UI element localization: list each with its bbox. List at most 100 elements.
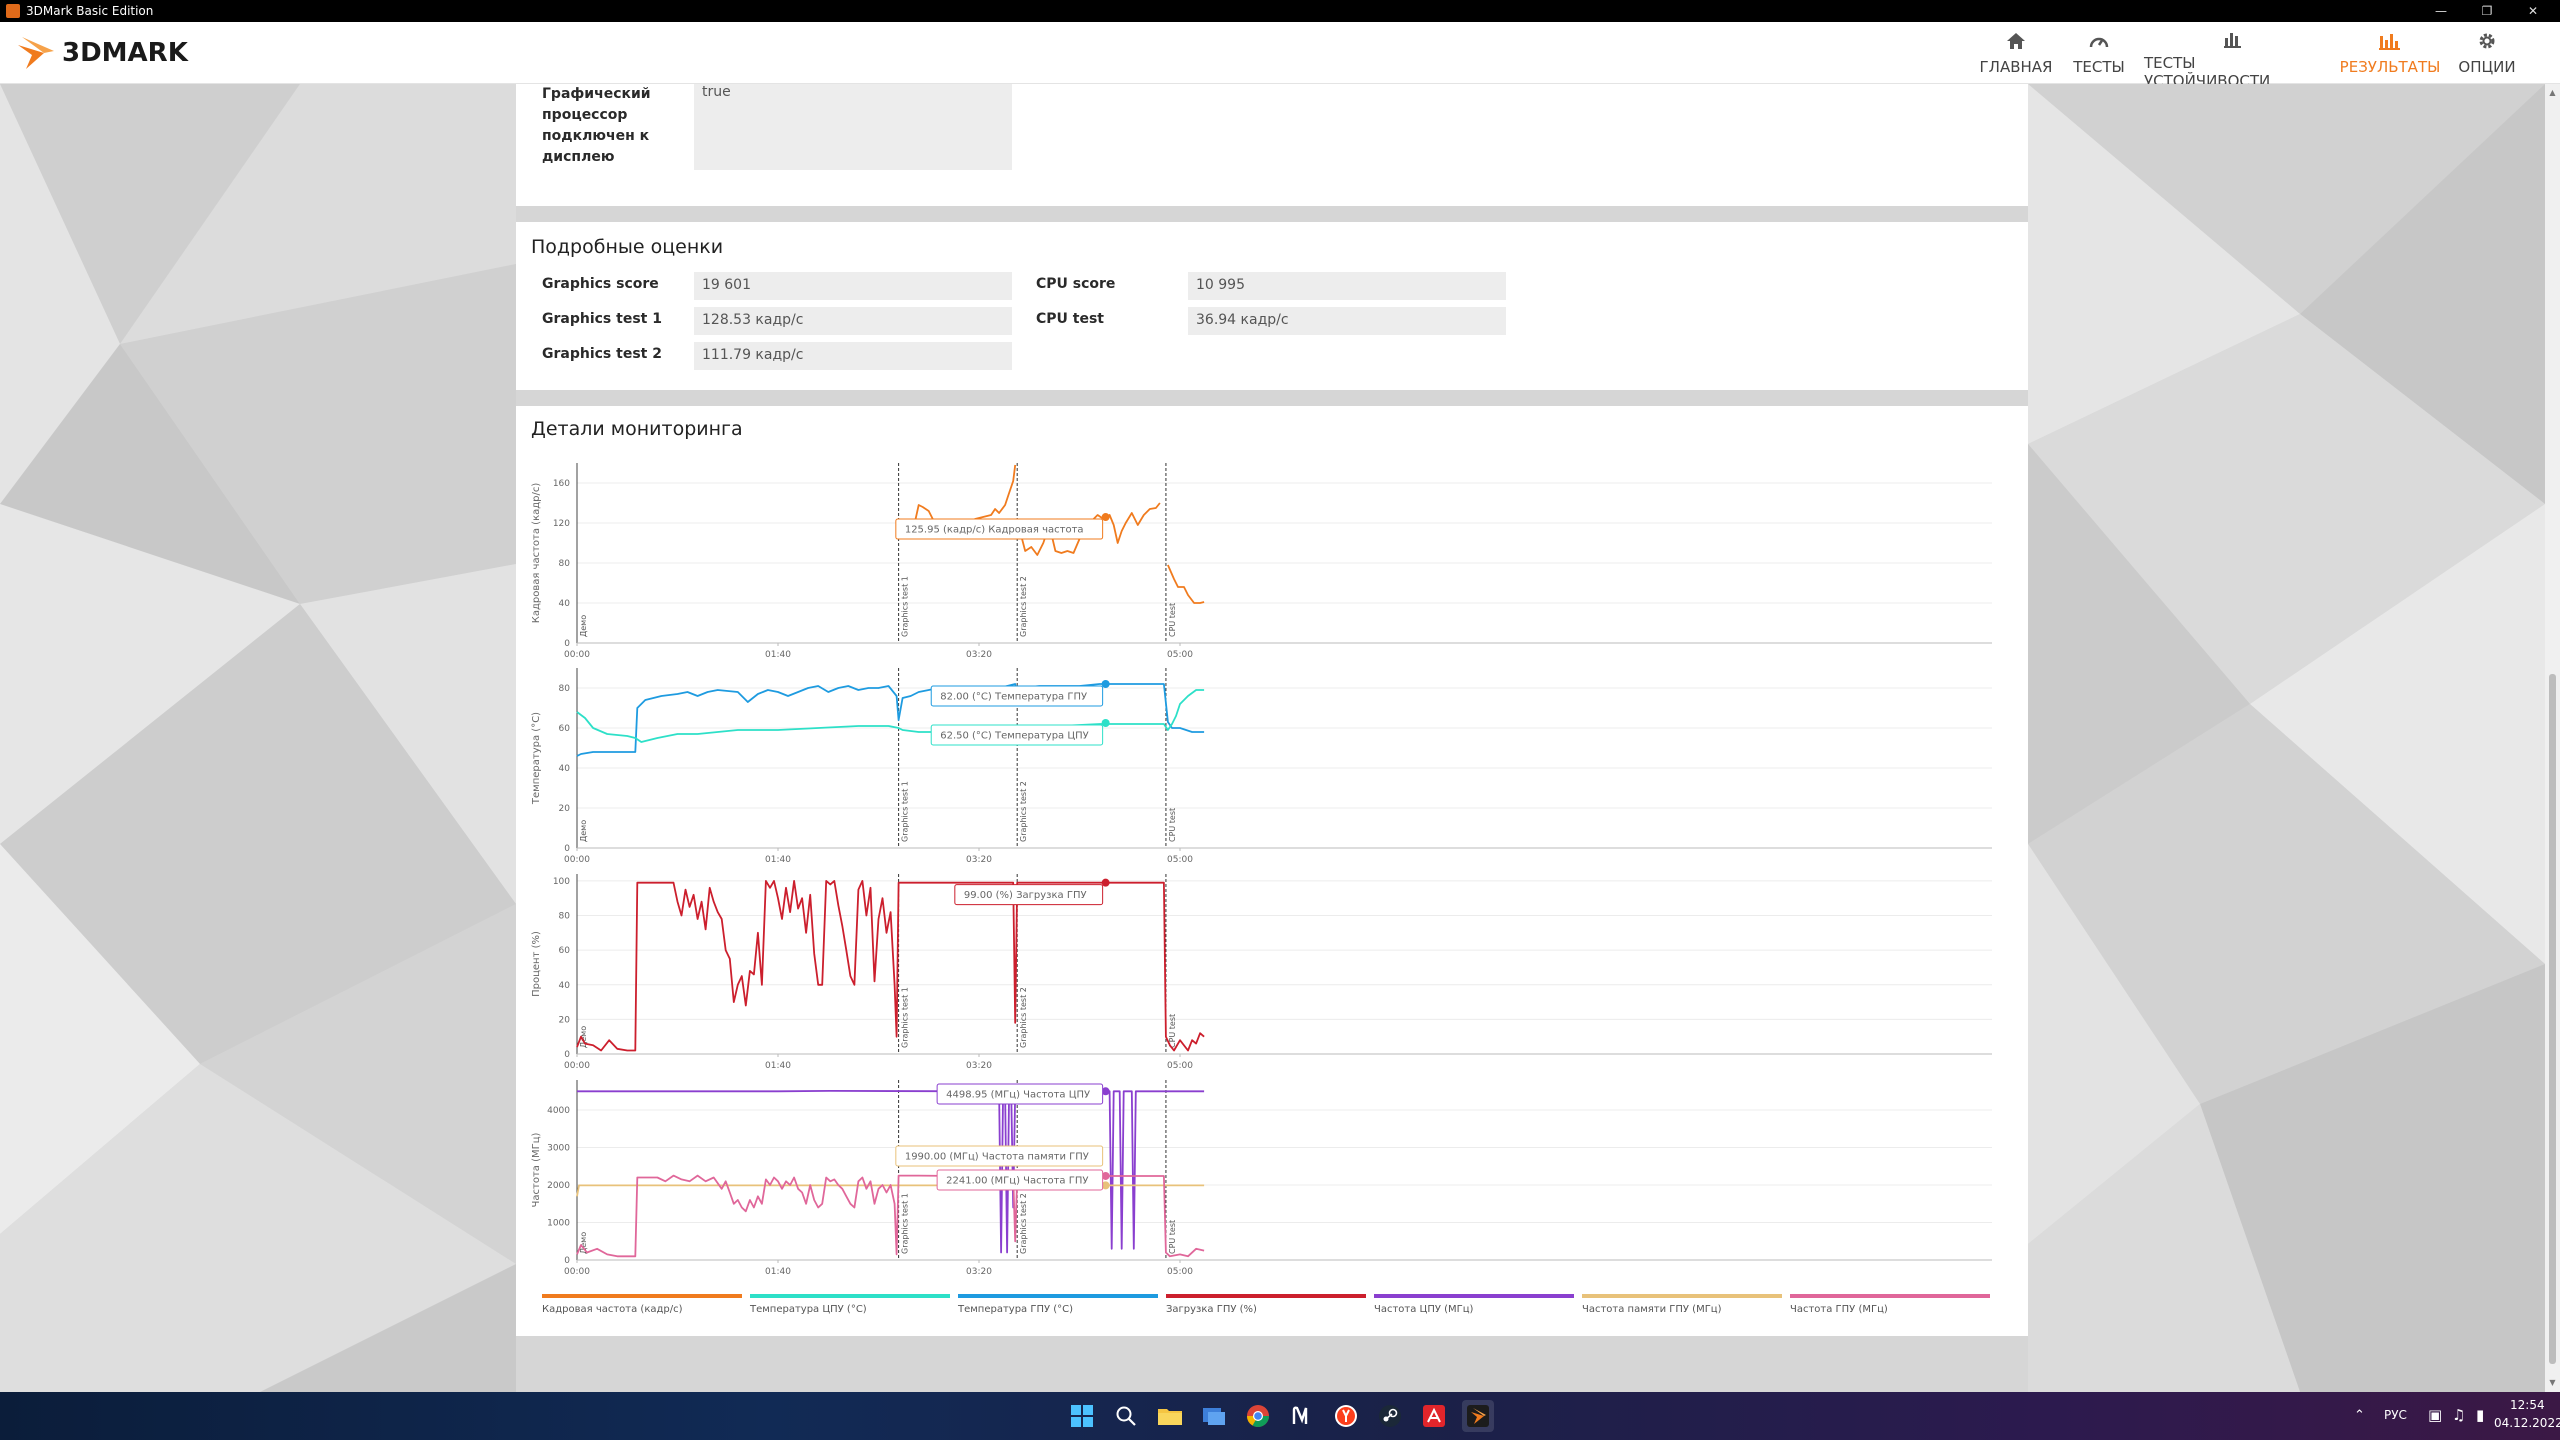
page-scrollbar[interactable]: ▲ ▼ (2545, 84, 2560, 1392)
scroll-up-icon[interactable]: ▲ (2549, 88, 2556, 97)
y-axis-label: Температура (°C) (531, 712, 542, 805)
amd-software-icon[interactable] (1418, 1400, 1450, 1432)
tooltip-text: 125.95 (кадр/с) Кадровая частота (905, 525, 1084, 536)
y-tick-label: 60 (559, 724, 571, 734)
tooltip-box (936, 1083, 1104, 1105)
app-header: 3DMARK ГЛАВНАЯ ТЕСТЫ ТЕСТЫ УСТОЙЧИВОСТИ … (0, 22, 2560, 90)
y-axis-label: Частота (МГц) (531, 1132, 542, 1207)
graphics-test-1-label: Graphics test 1 (542, 311, 662, 327)
tooltip-text: 2241.00 (МГц) Частота ГПУ (946, 1176, 1088, 1187)
nav-home[interactable]: ГЛАВНАЯ (1979, 30, 2053, 78)
y-tick-label: 60 (559, 946, 571, 956)
notion-icon[interactable] (1286, 1400, 1318, 1432)
cpu-test-value: 36.94 кадр/с (1188, 307, 1506, 335)
legend-label: Загрузка ГПУ (%) (1166, 1304, 1257, 1315)
tooltip-point (1101, 878, 1110, 887)
restore-button[interactable]: ❐ (2481, 4, 2493, 18)
graphics-test-1-value: 128.53 кадр/с (694, 307, 1012, 335)
y-tick-label: 1000 (547, 1219, 570, 1229)
y-tick-label: 0 (564, 844, 570, 854)
file-explorer-icon[interactable] (1154, 1400, 1186, 1432)
y-tick-label: 4000 (547, 1106, 570, 1116)
tooltip-box (895, 1145, 1104, 1167)
tooltip-point (1101, 1171, 1110, 1180)
graphics-test-2-label: Graphics test 2 (542, 346, 662, 362)
y-tick-label: 0 (564, 1050, 570, 1060)
tray-chevron-icon[interactable]: ⌃ (2354, 1408, 2365, 1423)
series-line (576, 1184, 1205, 1197)
clock-time[interactable]: 12:54 (2510, 1398, 2545, 1412)
app-icon (6, 4, 20, 18)
test-marker-label: Graphics test 2 (1019, 576, 1028, 637)
steam-icon[interactable] (1374, 1400, 1406, 1432)
legend-swatch (1166, 1294, 1366, 1298)
start-button-icon[interactable] (1066, 1400, 1098, 1432)
nav-tests[interactable]: ТЕСТЫ (2068, 30, 2130, 78)
clock-date[interactable]: 04.12.2022 (2494, 1416, 2560, 1430)
logo-mark-icon (18, 37, 54, 69)
network-icon[interactable]: ▣ (2428, 1406, 2443, 1424)
cpu-score-label: CPU score (1036, 276, 1116, 292)
tooltip-box (930, 724, 1104, 746)
monitoring-charts[interactable]: 0 40 80 120 160 Кадровая частота (кадр/с) 00:0… (516, 406, 2028, 1336)
x-tick-label: 01:40 (765, 650, 791, 660)
legend-swatch (1582, 1294, 1782, 1298)
legend-swatch (1374, 1294, 1574, 1298)
y-tick-label: 40 (559, 599, 571, 609)
task-manager-icon[interactable] (1198, 1400, 1230, 1432)
scroll-down-icon[interactable]: ▼ (2549, 1378, 2556, 1387)
volume-icon[interactable]: ♫ (2452, 1406, 2466, 1424)
home-icon (2006, 30, 2026, 52)
nav-results[interactable]: РЕЗУЛЬТАТЫ (2340, 30, 2440, 78)
nav-options[interactable]: ОПЦИИ (2456, 30, 2518, 78)
test-marker-label: CPU test (1168, 1220, 1177, 1254)
gauge-icon (2088, 30, 2110, 52)
series-line (1018, 502, 1161, 556)
legend-swatch (542, 1294, 742, 1298)
test-marker-label: Graphics test 1 (901, 576, 910, 637)
graphics-test-2-value: 111.79 кадр/с (694, 342, 1012, 370)
chrome-icon[interactable] (1242, 1400, 1274, 1432)
gear-icon (2477, 30, 2497, 52)
x-tick-label: 00:00 (564, 855, 590, 865)
close-button[interactable]: ✕ (2527, 4, 2539, 18)
nav-stress-tests[interactable]: ТЕСТЫ УСТОЙЧИВОСТИ (2144, 30, 2322, 90)
tooltip-text: 4498.95 (МГц) Частота ЦПУ (946, 1090, 1090, 1101)
test-marker-label: Graphics test 1 (901, 781, 910, 842)
3dmark-taskbar-icon[interactable] (1462, 1400, 1494, 1432)
test-marker-label: CPU test (1168, 603, 1177, 637)
test-marker-label: Демо (579, 1232, 588, 1254)
test-marker-label: CPU test (1168, 808, 1177, 842)
tooltip-text: 99.00 (%) Загрузка ГПУ (964, 890, 1087, 901)
y-tick-label: 0 (564, 639, 570, 649)
x-tick-label: 05:00 (1167, 855, 1193, 865)
scrollbar-thumb[interactable] (2549, 674, 2556, 1364)
tooltip-point (1101, 1181, 1110, 1190)
y-tick-label: 80 (559, 559, 571, 569)
minimize-button[interactable]: — (2435, 4, 2447, 18)
keyboard-language[interactable]: РУС (2384, 1408, 2407, 1422)
tooltip-box (930, 685, 1104, 707)
app-logo[interactable]: 3DMARK (18, 32, 188, 74)
logo-text: 3DMARK (62, 38, 188, 68)
x-tick-label: 01:40 (765, 855, 791, 865)
x-tick-label: 00:00 (564, 650, 590, 660)
search-icon[interactable] (1110, 1400, 1142, 1432)
y-tick-label: 120 (553, 519, 570, 529)
battery-icon[interactable]: ▮ (2476, 1406, 2485, 1424)
series-line (576, 880, 1205, 1052)
series-line (577, 1090, 1205, 1254)
x-tick-label: 05:00 (1167, 650, 1193, 660)
nav-home-label: ГЛАВНАЯ (1979, 58, 2053, 76)
window-title-bar: 3DMark Basic Edition — ❐ ✕ (0, 0, 2560, 22)
y-tick-label: 40 (559, 981, 571, 991)
info-panel: Графический процессор подключен к диспле… (516, 84, 2028, 206)
tooltip-point (1101, 1087, 1110, 1096)
y-tick-label: 2000 (547, 1181, 570, 1191)
x-tick-label: 05:00 (1167, 1267, 1193, 1277)
test-marker-label: Graphics test 2 (1019, 1193, 1028, 1254)
yandex-browser-icon[interactable] (1330, 1400, 1362, 1432)
y-tick-label: 20 (559, 1015, 571, 1025)
x-tick-label: 01:40 (765, 1061, 791, 1071)
y-axis-label: Кадровая частота (кадр/с) (531, 483, 542, 624)
